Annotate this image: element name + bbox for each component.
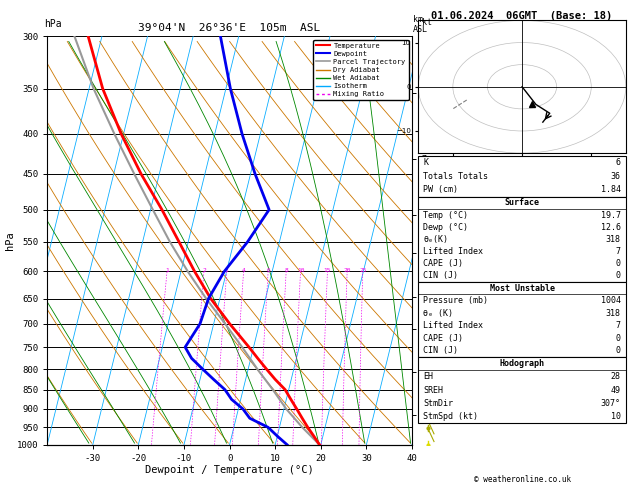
Text: CAPE (J): CAPE (J)	[423, 334, 464, 343]
Text: 20: 20	[343, 268, 351, 273]
Text: 6: 6	[616, 158, 621, 167]
Text: CIN (J): CIN (J)	[423, 271, 459, 280]
Text: 19.7: 19.7	[601, 210, 621, 220]
Text: 1004: 1004	[601, 296, 621, 305]
Text: hPa: hPa	[44, 19, 62, 29]
Text: km
ASL: km ASL	[413, 16, 428, 34]
Text: 7: 7	[616, 247, 621, 256]
Text: 25: 25	[359, 268, 367, 273]
Text: 8: 8	[284, 268, 288, 273]
Text: 28: 28	[611, 372, 621, 382]
Text: 0: 0	[616, 334, 621, 343]
Text: Pressure (mb): Pressure (mb)	[423, 296, 488, 305]
Text: 15: 15	[324, 268, 331, 273]
Legend: Temperature, Dewpoint, Parcel Trajectory, Dry Adiabat, Wet Adiabat, Isotherm, Mi: Temperature, Dewpoint, Parcel Trajectory…	[313, 40, 408, 100]
Text: CIN (J): CIN (J)	[423, 347, 459, 355]
Text: EH: EH	[423, 372, 433, 382]
Text: 0: 0	[616, 259, 621, 268]
Text: CAPE (J): CAPE (J)	[423, 259, 464, 268]
Text: 1.84: 1.84	[601, 186, 621, 194]
Text: Totals Totals: Totals Totals	[423, 172, 488, 181]
Text: StmDir: StmDir	[423, 399, 454, 408]
X-axis label: Dewpoint / Temperature (°C): Dewpoint / Temperature (°C)	[145, 466, 314, 475]
Text: Hodograph: Hodograph	[499, 359, 545, 368]
Title: 39°04'N  26°36'E  105m  ASL: 39°04'N 26°36'E 105m ASL	[138, 23, 321, 33]
Text: 6: 6	[266, 268, 270, 273]
Text: 7: 7	[616, 321, 621, 330]
Y-axis label: hPa: hPa	[5, 231, 15, 250]
Text: Dewp (°C): Dewp (°C)	[423, 223, 469, 232]
Text: 0: 0	[616, 271, 621, 280]
Text: Most Unstable: Most Unstable	[489, 284, 555, 293]
Text: 12.6: 12.6	[601, 223, 621, 232]
Text: 3: 3	[225, 268, 229, 273]
Text: © weatheronline.co.uk: © weatheronline.co.uk	[474, 474, 571, 484]
Text: SREH: SREH	[423, 385, 443, 395]
Text: Temp (°C): Temp (°C)	[423, 210, 469, 220]
Text: 318: 318	[606, 235, 621, 244]
Text: PW (cm): PW (cm)	[423, 186, 459, 194]
Text: 01.06.2024  06GMT  (Base: 18): 01.06.2024 06GMT (Base: 18)	[431, 11, 613, 21]
Text: 2: 2	[202, 268, 206, 273]
Text: 36: 36	[611, 172, 621, 181]
Text: Lifted Index: Lifted Index	[423, 321, 483, 330]
Text: StmSpd (kt): StmSpd (kt)	[423, 412, 478, 421]
Text: 318: 318	[606, 309, 621, 318]
Text: 4: 4	[242, 268, 245, 273]
Text: K: K	[423, 158, 428, 167]
Text: kt: kt	[422, 18, 431, 27]
Text: 10: 10	[611, 412, 621, 421]
Text: Surface: Surface	[504, 198, 540, 208]
Text: 307°: 307°	[601, 399, 621, 408]
Text: 1: 1	[165, 268, 169, 273]
Text: 49: 49	[611, 385, 621, 395]
Text: 0: 0	[616, 347, 621, 355]
Text: Lifted Index: Lifted Index	[423, 247, 483, 256]
Text: θₑ(K): θₑ(K)	[423, 235, 448, 244]
Text: 10: 10	[297, 268, 304, 273]
Text: θₑ (K): θₑ (K)	[423, 309, 454, 318]
